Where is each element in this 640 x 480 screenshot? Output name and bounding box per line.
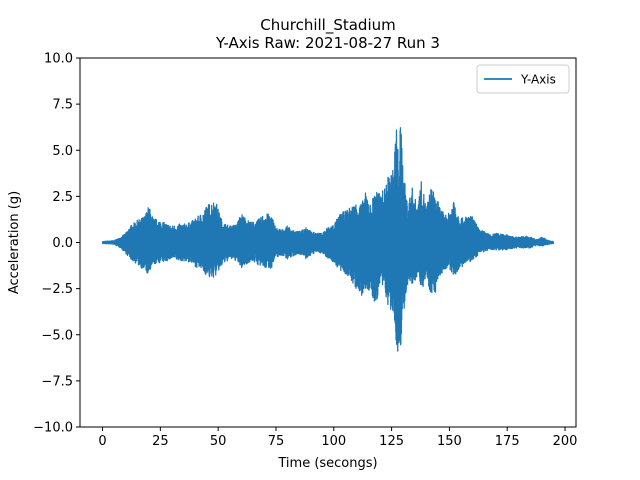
x-axis-label: Time (secongs) xyxy=(277,456,377,471)
x-tick-label: 0 xyxy=(98,434,106,449)
chart-subtitle: Y-Axis Raw: 2021-08-27 Run 3 xyxy=(215,34,440,52)
x-tick-label: 50 xyxy=(210,434,227,449)
legend: Y-Axis xyxy=(476,64,570,94)
x-tick-label: 75 xyxy=(268,434,285,449)
x-axis: 0 25 50 75 100 125 150 175 200 xyxy=(98,427,577,449)
series-line-y-axis xyxy=(101,127,555,352)
y-tick-label: −2.5 xyxy=(41,282,73,297)
y-tick-label: 0.0 xyxy=(52,236,73,251)
y-axis: −10.0 −7.5 −5.0 −2.5 0.0 2.5 5.0 7.5 10.0 xyxy=(33,52,80,436)
legend-box xyxy=(476,64,570,94)
chart-title: Churchill_Stadium xyxy=(260,16,395,35)
x-tick-label: 150 xyxy=(437,434,462,449)
y-axis-label: Acceleration (g) xyxy=(7,191,22,294)
x-tick-label: 100 xyxy=(321,434,346,449)
series-layer xyxy=(101,127,555,352)
legend-label-y-axis: Y-Axis xyxy=(520,73,556,87)
y-tick-label: 10.0 xyxy=(44,52,73,67)
y-tick-label: 2.5 xyxy=(52,190,73,205)
y-tick-label: −10.0 xyxy=(33,421,73,436)
x-tick-label: 175 xyxy=(495,434,520,449)
y-tick-label: 5.0 xyxy=(52,144,73,159)
x-tick-label: 25 xyxy=(152,434,169,449)
y-tick-label: −7.5 xyxy=(41,374,73,389)
x-tick-label: 200 xyxy=(553,434,578,449)
y-tick-label: −5.0 xyxy=(41,328,73,343)
x-tick-label: 125 xyxy=(379,434,404,449)
y-tick-label: 7.5 xyxy=(52,98,73,113)
